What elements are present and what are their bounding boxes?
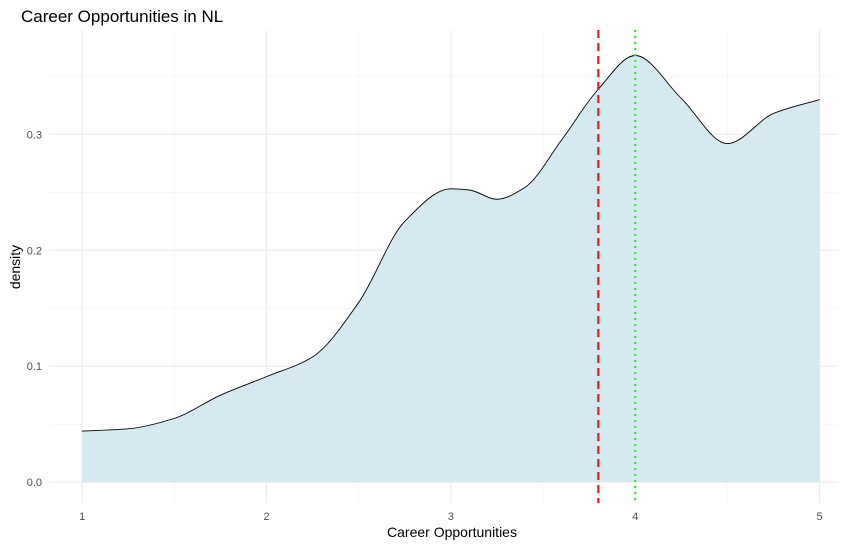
- x-axis-ticks: 1 2 3 4 5: [79, 511, 823, 523]
- y-axis-title: density: [7, 245, 23, 289]
- x-tick-label: 5: [817, 511, 823, 523]
- y-tick-label: 0.1: [27, 361, 42, 373]
- x-tick-label: 2: [263, 511, 269, 523]
- y-tick-label: 0.0: [27, 477, 42, 489]
- chart-title: Career Opportunities in NL: [21, 7, 223, 26]
- x-tick-label: 1: [79, 511, 85, 523]
- y-axis-ticks: 0.0 0.1 0.2 0.3: [27, 129, 42, 489]
- y-tick-label: 0.2: [27, 245, 42, 257]
- reference-lines: [597, 30, 637, 503]
- x-tick-label: 4: [632, 511, 638, 523]
- density-curve-line: [82, 55, 820, 432]
- x-axis-title: Career Opportunities: [387, 524, 517, 540]
- y-tick-label: 0.3: [27, 129, 42, 141]
- x-tick-label: 3: [448, 511, 454, 523]
